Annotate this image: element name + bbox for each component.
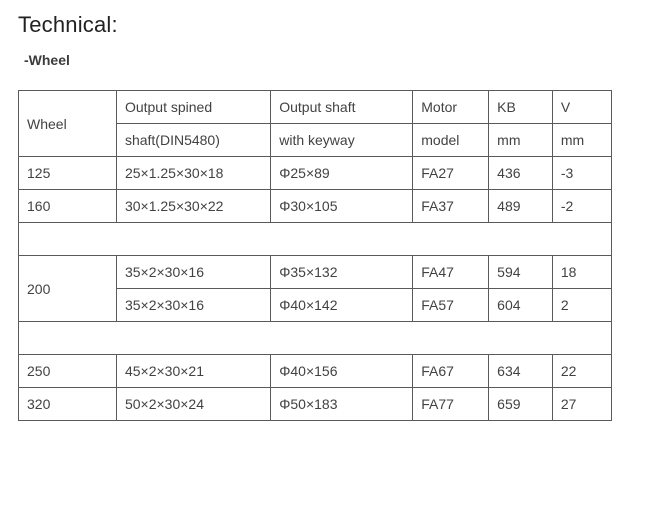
cell-spined: 30×1.25×30×22 xyxy=(116,190,270,223)
cell-shaft: Φ50×183 xyxy=(271,388,413,421)
cell-motor: FA57 xyxy=(413,289,489,322)
spacer-cell xyxy=(19,223,612,256)
spacer-cell xyxy=(19,322,612,355)
cell-v: -2 xyxy=(552,190,611,223)
cell-spined: 25×1.25×30×18 xyxy=(116,157,270,190)
section-subtitle: -Wheel xyxy=(24,52,630,68)
cell-kb: 604 xyxy=(489,289,553,322)
cell-spined: 45×2×30×21 xyxy=(116,355,270,388)
table-row: 125 25×1.25×30×18 Φ25×89 FA27 436 -3 xyxy=(19,157,612,190)
cell-v: 27 xyxy=(552,388,611,421)
cell-motor: FA77 xyxy=(413,388,489,421)
cell-motor: FA37 xyxy=(413,190,489,223)
cell-v: 22 xyxy=(552,355,611,388)
cell-motor: FA47 xyxy=(413,256,489,289)
table-row: 250 45×2×30×21 Φ40×156 FA67 634 22 xyxy=(19,355,612,388)
col-mm: mm xyxy=(489,124,553,157)
table-row: 160 30×1.25×30×22 Φ30×105 FA37 489 -2 xyxy=(19,190,612,223)
col-kb: KB xyxy=(489,91,553,124)
cell-spined: 50×2×30×24 xyxy=(116,388,270,421)
table-header-row: Wheel Output spined Output shaft Motor K… xyxy=(19,91,612,124)
cell-kb: 436 xyxy=(489,157,553,190)
cell-kb: 659 xyxy=(489,388,553,421)
table-row: 200 35×2×30×16 Φ35×132 FA47 594 18 xyxy=(19,256,612,289)
cell-shaft: Φ30×105 xyxy=(271,190,413,223)
cell-wheel: 160 xyxy=(19,190,117,223)
cell-wheel: 250 xyxy=(19,355,117,388)
table-spacer-row xyxy=(19,322,612,355)
cell-v: 18 xyxy=(552,256,611,289)
cell-motor: FA67 xyxy=(413,355,489,388)
cell-kb: 594 xyxy=(489,256,553,289)
cell-spined: 35×2×30×16 xyxy=(116,256,270,289)
cell-kb: 634 xyxy=(489,355,553,388)
page-title: Technical: xyxy=(18,12,630,38)
cell-motor: FA27 xyxy=(413,157,489,190)
col-output-spined: Output spined xyxy=(116,91,270,124)
col-model: model xyxy=(413,124,489,157)
col-motor: Motor xyxy=(413,91,489,124)
cell-spined: 35×2×30×16 xyxy=(116,289,270,322)
cell-v: 2 xyxy=(552,289,611,322)
col-output-shaft: Output shaft xyxy=(271,91,413,124)
cell-shaft: Φ40×142 xyxy=(271,289,413,322)
cell-wheel: 200 xyxy=(19,256,117,322)
spec-table: Wheel Output spined Output shaft Motor K… xyxy=(18,90,612,421)
col-with-keyway: with keyway xyxy=(271,124,413,157)
cell-shaft: Φ35×132 xyxy=(271,256,413,289)
cell-wheel: 320 xyxy=(19,388,117,421)
cell-v: -3 xyxy=(552,157,611,190)
col-shaft-spec: shaft(DIN5480) xyxy=(116,124,270,157)
col-mm: mm xyxy=(552,124,611,157)
col-v: V xyxy=(552,91,611,124)
cell-shaft: Φ25×89 xyxy=(271,157,413,190)
cell-shaft: Φ40×156 xyxy=(271,355,413,388)
table-row: 320 50×2×30×24 Φ50×183 FA77 659 27 xyxy=(19,388,612,421)
table-spacer-row xyxy=(19,223,612,256)
cell-wheel: 125 xyxy=(19,157,117,190)
cell-kb: 489 xyxy=(489,190,553,223)
col-wheel: Wheel xyxy=(19,91,117,157)
